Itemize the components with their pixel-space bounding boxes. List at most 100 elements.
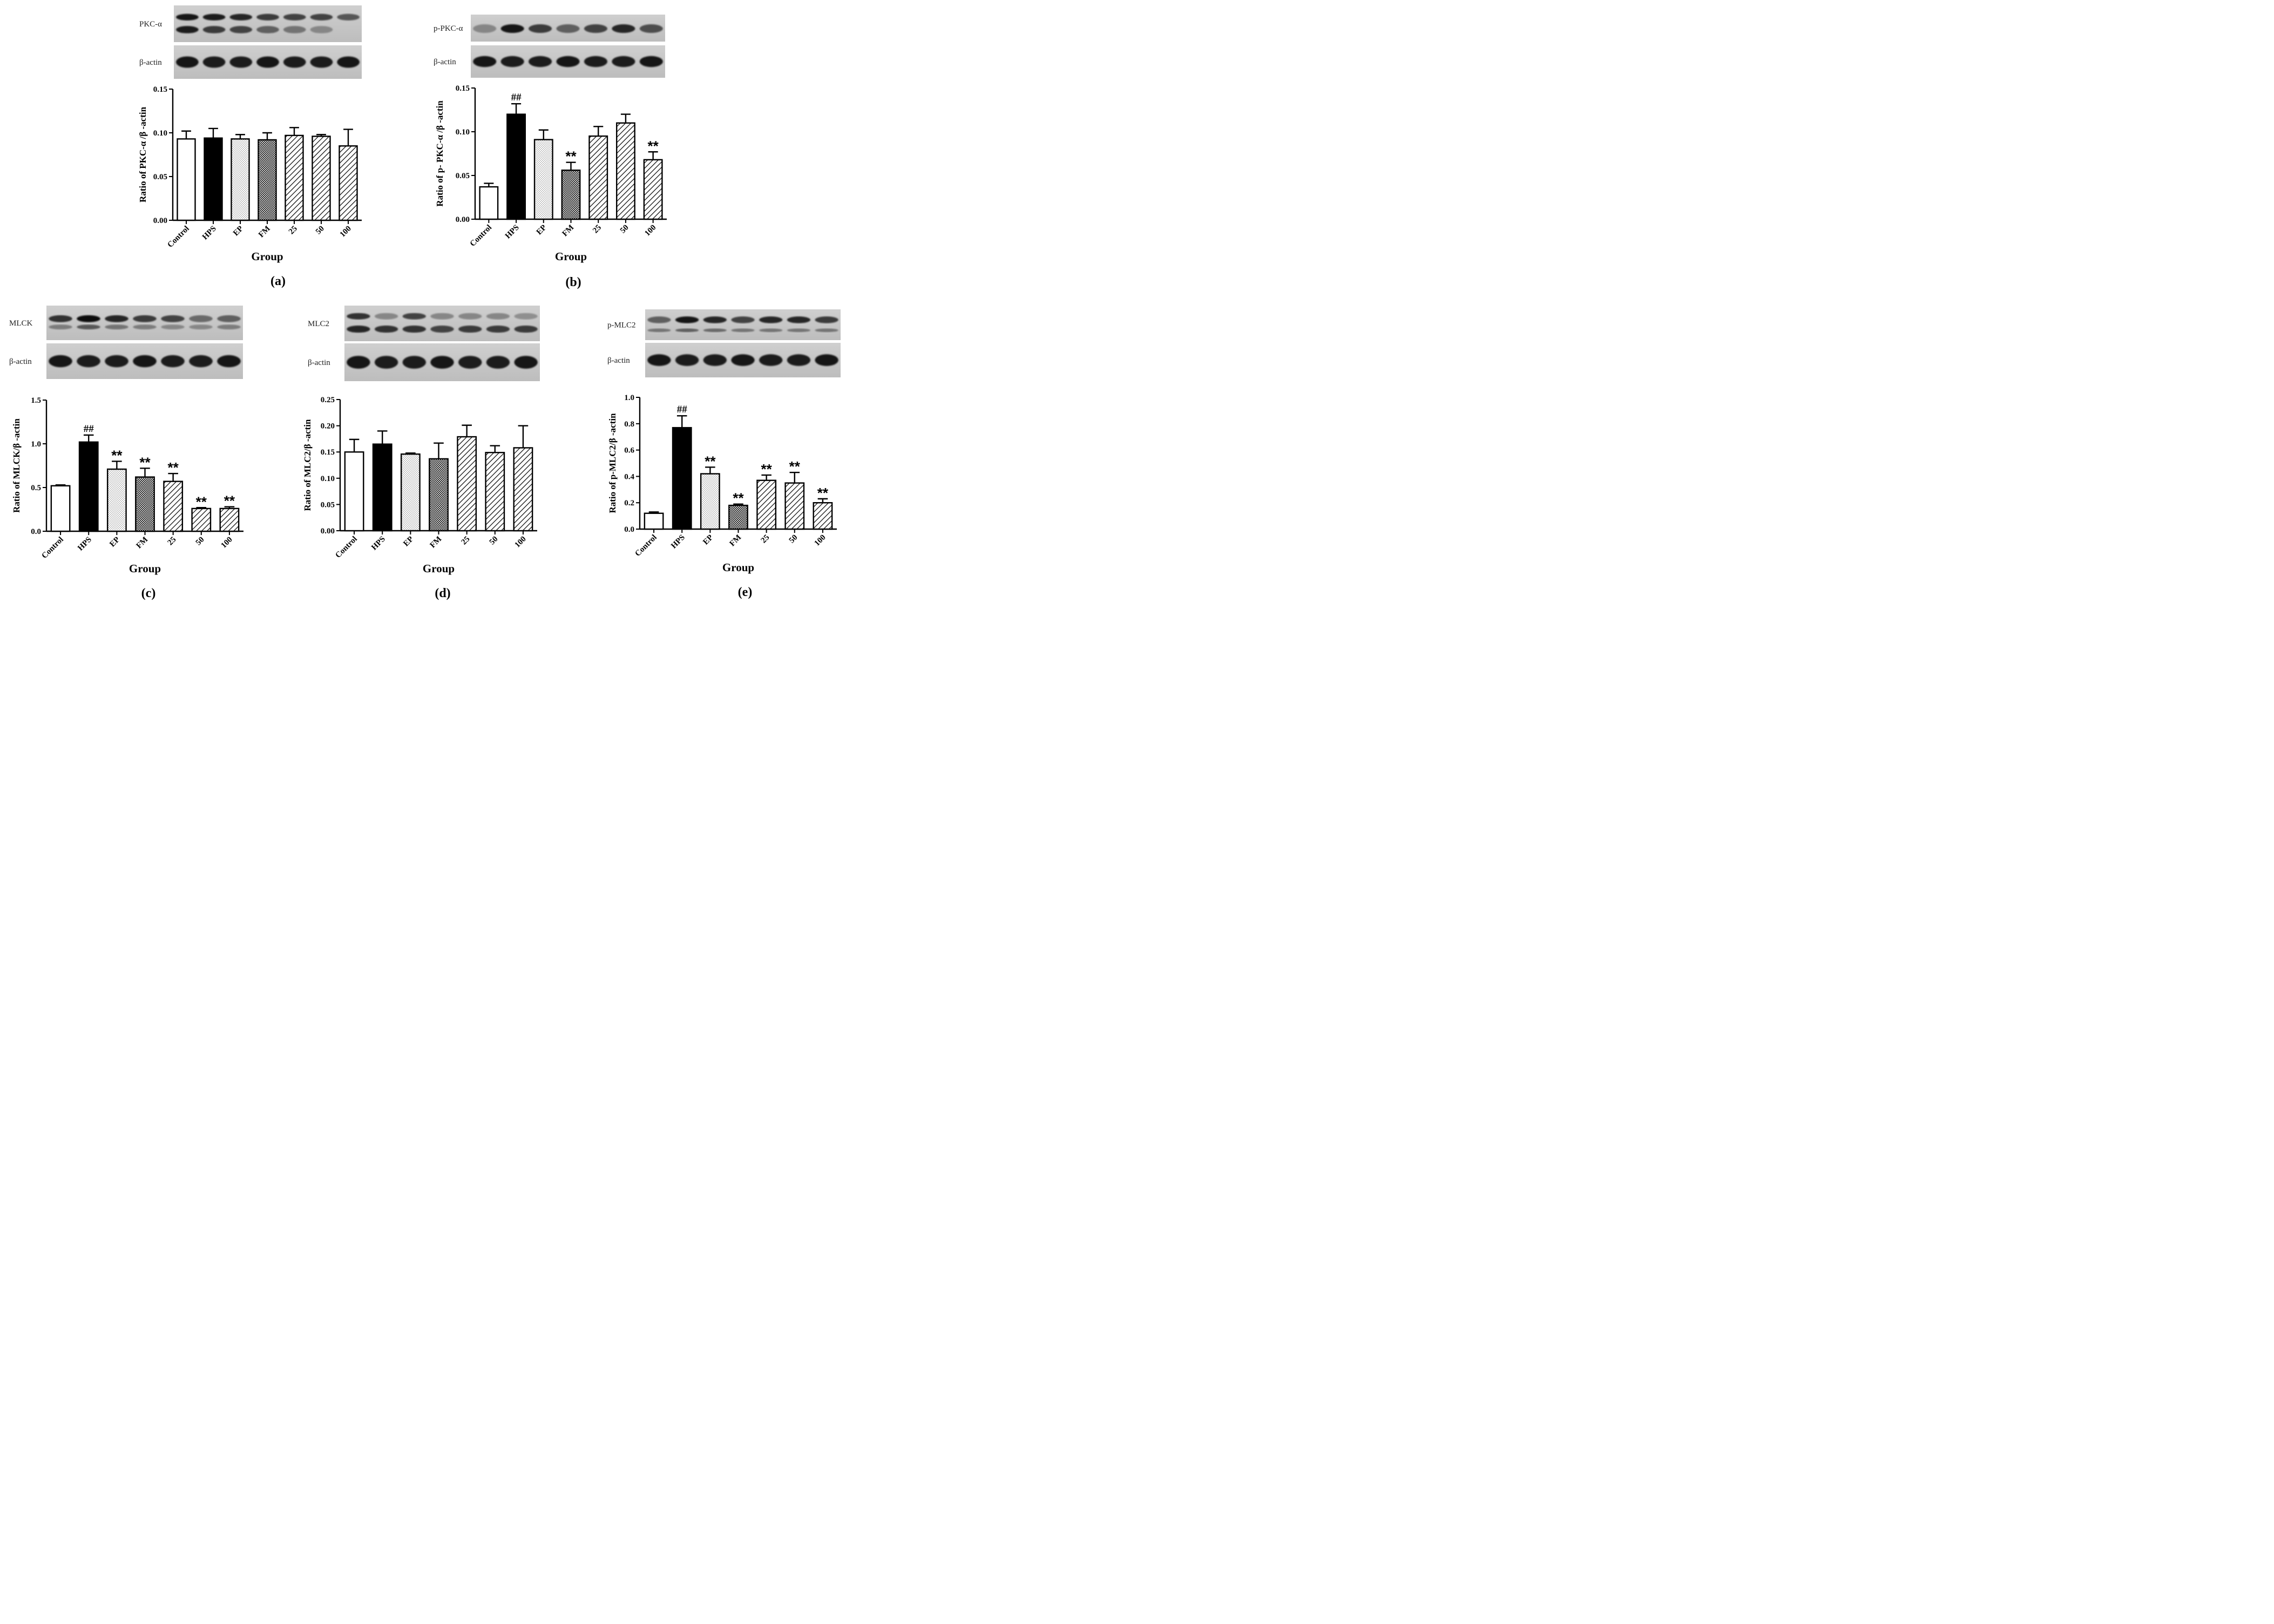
bar-ep [106, 468, 127, 532]
significance-mark: ** [196, 493, 207, 510]
blot-band [337, 13, 360, 21]
bar-chart-c: 0.0 0.5 1.0 1.5 Control HPS ## EP ** FM ** 25 ** 50 **… [11, 396, 243, 575]
blot-label: β-actin [434, 58, 456, 66]
x-tick-label: 50 [488, 535, 500, 547]
blot-band [639, 56, 663, 67]
bar-hps [672, 427, 692, 530]
blot-band [473, 56, 497, 67]
blot-band [514, 313, 538, 320]
blot-label: β-actin [139, 58, 162, 67]
x-tick-label: 25 [287, 225, 299, 236]
bar-control [177, 138, 196, 221]
x-tick-label: 25 [591, 224, 603, 235]
bar-25 [588, 135, 608, 220]
blot-band [217, 355, 241, 368]
bar-ep [700, 473, 720, 530]
bar-100 [219, 508, 240, 532]
x-tick-label: 50 [314, 225, 326, 236]
blot-band [759, 354, 783, 366]
bar-fm [135, 476, 155, 532]
x-tick-label: 25 [166, 536, 178, 547]
blot-band [815, 354, 838, 366]
blot-label: MLCK [9, 319, 33, 328]
blot-band [202, 13, 226, 21]
blot-band [347, 313, 370, 320]
panel-d: MLC2 β-actin 0.00 0.05 0.10 0.15 0.20 0.25 Contr… [302, 306, 540, 600]
significance-mark: ** [705, 453, 716, 469]
blot-band [347, 325, 370, 333]
y-tick-label: 0.05 [153, 173, 167, 181]
y-tick-label: 1.5 [31, 396, 41, 405]
x-axis-title: Group [722, 561, 754, 574]
x-tick-label: EP [108, 536, 121, 549]
blot-actin-d [344, 343, 540, 381]
x-tick-label: 100 [813, 533, 828, 548]
x-tick-label: 50 [788, 533, 800, 545]
bar-hps [372, 443, 392, 532]
blot-band [556, 24, 580, 33]
bar-hps [204, 137, 223, 221]
y-axis-title: Ratio of p- PKC-α /β -actin [435, 100, 445, 207]
x-tick-label: HPS [504, 224, 521, 241]
significance-mark: ** [817, 485, 829, 501]
bar-ep [400, 453, 421, 532]
x-axis-title: Group [555, 250, 587, 263]
blot-band [675, 328, 699, 333]
blot-label: PKC-α [139, 20, 162, 29]
blot-band [189, 324, 213, 330]
significance-mark: ** [648, 138, 659, 154]
blot-band [374, 313, 398, 320]
x-tick-label: HPS [370, 535, 387, 552]
x-axis-title: Group [423, 562, 455, 575]
y-axis-title: Ratio of MLC2/β -actin [302, 419, 313, 511]
x-tick-label: 50 [619, 224, 631, 235]
blot-band [430, 325, 454, 333]
bar-100 [643, 159, 663, 220]
blot-band [202, 26, 226, 33]
blot-band [283, 26, 306, 33]
blot-band [189, 315, 213, 322]
significance-mark: ** [111, 447, 123, 463]
x-tick-label: FM [561, 224, 576, 239]
blot-band [675, 316, 699, 323]
blot-band [787, 354, 811, 366]
panel-label: (a) [270, 274, 286, 288]
significance-mark: ** [733, 490, 744, 506]
x-tick-label: FM [728, 533, 743, 549]
blot-band [639, 24, 663, 33]
blot-band [458, 356, 482, 369]
blot-band [675, 354, 699, 366]
blot-band [612, 56, 635, 67]
blot-band [310, 26, 333, 33]
bar-control [479, 186, 499, 220]
blot-band [49, 355, 72, 368]
panel-a: PKC-α β-actin 0.00 0.05 0.10 0.15 Control HPS EP… [138, 5, 362, 288]
blot-band [486, 313, 510, 320]
y-tick-label: 0.10 [456, 128, 470, 137]
blot-label: β-actin [9, 357, 32, 366]
significance-mark: ## [677, 404, 688, 415]
bar-chart-d: 0.00 0.05 0.10 0.15 0.20 0.25 Control HPS EP FM 25… [302, 396, 537, 575]
bar-fm [728, 504, 748, 530]
x-tick-label: Control [166, 225, 191, 249]
bar-50 [312, 136, 331, 221]
x-tick-label: Control [469, 224, 493, 248]
blot-band [787, 328, 811, 333]
blot-band [161, 315, 185, 322]
panel-label: (c) [141, 586, 156, 600]
y-tick-label: 0.0 [31, 527, 41, 536]
blot-band [584, 24, 608, 33]
blot-band [229, 26, 253, 33]
y-tick-label: 0.00 [321, 527, 335, 536]
significance-mark: ** [789, 458, 801, 475]
blot-band [647, 316, 671, 323]
blot-band [175, 26, 199, 33]
panel-label: (e) [738, 585, 753, 599]
blot-label: β-actin [607, 356, 630, 365]
blot-band [133, 355, 157, 368]
bar-fm [561, 170, 581, 220]
bar-control [644, 512, 664, 530]
bar-ep [533, 139, 553, 220]
blot-band [217, 324, 241, 330]
blot-band [217, 315, 241, 322]
